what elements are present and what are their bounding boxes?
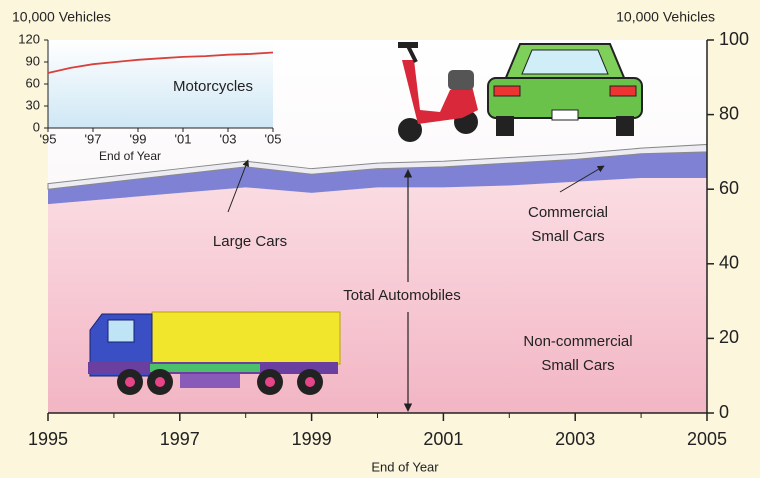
x-tick-label: 2001 [423, 429, 463, 449]
y-tick-label: 80 [719, 103, 739, 123]
line [47, 51, 274, 74]
y-tick-label: 60 [26, 75, 40, 90]
y-tick-label: 30 [26, 97, 40, 112]
x-tick-label: 1999 [292, 429, 332, 449]
y-tick-label: 60 [719, 178, 739, 198]
x-tick-label: 1995 [28, 429, 68, 449]
y-axis-label: 10,000 Vehicles [616, 9, 715, 25]
y-tick-label: 40 [719, 253, 739, 273]
y-tick-label: 20 [719, 327, 739, 347]
x-axis-label: End of Year [371, 459, 439, 474]
series-label: Small Cars [531, 228, 604, 245]
scooter-icon [398, 42, 478, 142]
x-tick-label: 2005 [687, 429, 727, 449]
y-tick-label: 0 [33, 119, 40, 134]
series-label: Non-commercial [523, 333, 632, 350]
series-label: Small Cars [541, 357, 614, 374]
y-tick-label: 0 [719, 402, 729, 422]
area [48, 151, 707, 205]
annotation: Motorcycles [173, 78, 253, 95]
leader-line [559, 165, 605, 193]
series-label: Large Cars [213, 233, 287, 250]
inset-x-axis-label: End of Year [99, 149, 161, 163]
x-tick-label: '99 [130, 131, 147, 146]
series-label: Commercial [528, 204, 608, 221]
x-tick-label: 2003 [555, 429, 595, 449]
y-tick-label: 90 [26, 53, 40, 68]
x-tick-label: '95 [40, 131, 57, 146]
car-icon [487, 43, 643, 136]
y-tick-label: 100 [719, 29, 749, 49]
x-tick-label: '03 [220, 131, 237, 146]
inset-y-axis-label: 10,000 Vehicles [12, 9, 111, 25]
y-tick-label: 120 [18, 31, 40, 46]
truck-icon [88, 311, 341, 395]
x-tick-label: 1997 [160, 429, 200, 449]
annotation: Total Automobiles [343, 287, 461, 304]
x-tick-label: '05 [265, 131, 282, 146]
x-tick-label: '01 [175, 131, 192, 146]
x-tick-label: '97 [85, 131, 102, 146]
leader-line [227, 159, 250, 213]
